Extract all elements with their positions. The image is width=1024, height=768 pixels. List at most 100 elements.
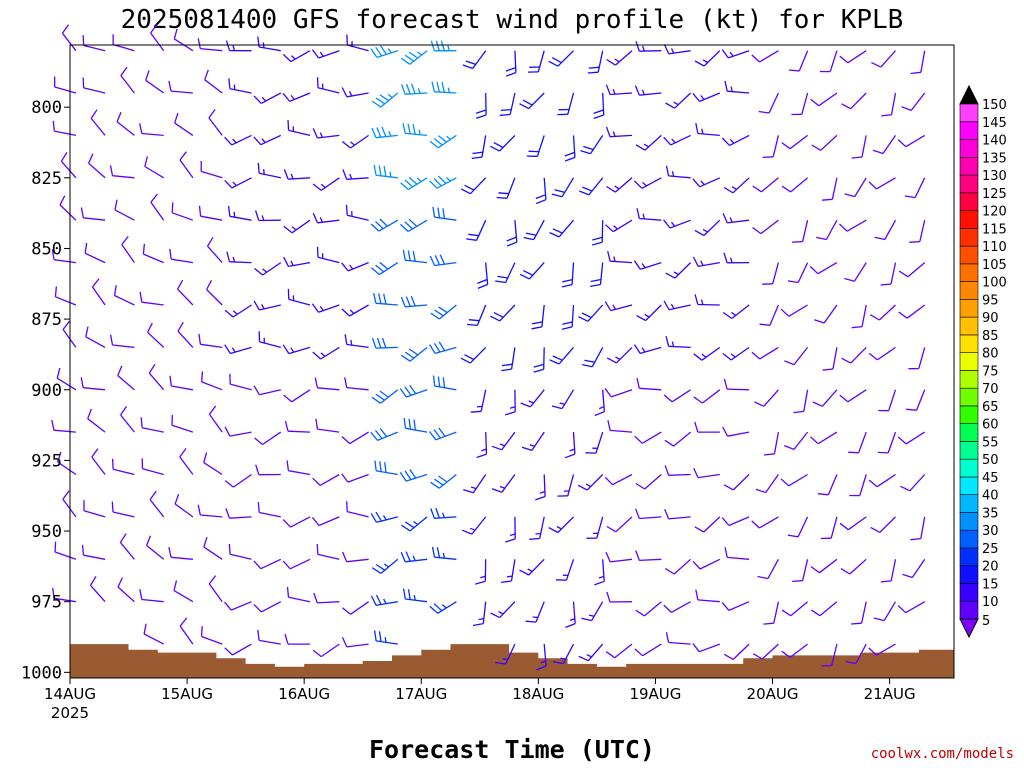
wind-barb [635,550,662,562]
wind-barb [373,292,398,306]
barb-shaft [112,175,135,179]
wind-barb [370,594,398,606]
barb-feather [341,473,349,483]
barb-feather [477,278,488,285]
wind-barb [751,516,779,529]
barb-shaft [434,261,457,267]
barb-feather [150,193,158,203]
wind-barb [552,643,575,665]
barb-shaft [406,389,428,398]
wind-barb [198,333,223,349]
barb-feather [663,300,670,311]
barb-shaft [141,427,164,433]
wind-barb [901,92,926,112]
source-credit: coolwx.com/models [870,746,1014,762]
barb-feather [472,151,483,155]
wind-barb [373,164,398,179]
barb-half-feather [729,217,733,223]
wind-barb [60,152,77,179]
barb-feather [370,431,379,441]
barb-shaft [90,584,106,603]
barb-shaft [789,134,808,150]
barb-half-feather [598,575,605,579]
wind-barb [113,285,135,306]
wind-barb [54,541,77,560]
barb-shaft [53,597,77,603]
barb-feather [52,587,55,599]
barb-feather [496,196,508,199]
barb-shaft [797,262,809,283]
wind-barb [585,431,604,454]
barb-shaft [876,473,896,488]
barb-feather [521,446,533,452]
barb-feather [565,622,576,629]
barb-feather [506,236,517,242]
barb-half-feather [383,598,387,604]
barb-half-feather [586,654,592,658]
wind-barb [594,559,605,586]
barb-shaft [768,92,779,114]
barb-feather [470,410,482,413]
barb-feather [870,526,881,533]
barb-shaft [84,252,106,264]
barb-feather [376,127,382,138]
barb-shaft [614,50,633,66]
wind-barb [724,547,750,560]
barb-shaft [53,259,76,264]
barb-shaft [767,558,779,579]
wind-barb [179,617,194,645]
wind-barb [523,219,545,241]
barb-feather [408,418,412,430]
wind-barb [91,278,106,306]
wind-barb [527,50,545,73]
barb-feather [582,186,593,192]
wind-barb [881,92,897,117]
barb-feather [341,308,350,317]
barb-shaft [602,559,605,582]
wind-barb [429,254,457,267]
barb-shaft [405,598,428,603]
barb-feather [722,311,733,320]
wind-barb [179,151,194,179]
barb-feather [493,312,504,318]
barb-shaft [288,129,311,137]
wind-barb [758,92,779,114]
barb-feather [472,622,484,627]
wind-barb [506,220,518,247]
barb-feather [370,595,377,606]
barb-half-feather [507,575,513,578]
barb-feather [399,388,407,398]
barb-shaft [317,256,340,264]
barb-feather [253,385,260,396]
barb-feather [82,77,85,88]
wind-barb [169,375,194,391]
barb-feather [722,352,732,361]
barb-feather [438,475,448,483]
wind-barb [475,92,487,119]
wind-barb [88,153,106,179]
wind-barb [839,389,867,403]
colorbar-label: 40 [982,489,999,504]
barb-feather [341,262,349,272]
wind-barb [605,219,633,233]
barb-shaft [434,91,457,94]
wind-barb [87,408,106,433]
barb-feather [781,142,791,150]
wind-barb [429,341,457,355]
barb-half-feather [387,93,393,99]
barb-feather [692,643,700,653]
barb-shaft [645,304,662,321]
wind-barb [430,473,457,489]
wind-barb [763,601,780,625]
wind-barb [635,474,662,490]
wind-barb [168,546,193,560]
barb-feather [580,149,591,155]
barb-feather [91,278,100,288]
barb-shaft [258,639,281,645]
barb-feather [723,252,728,263]
barb-shaft [87,418,106,433]
barb-half-feather [469,527,476,531]
wind-barb [868,473,896,488]
barb-shaft [409,50,428,65]
barb-feather [286,460,290,471]
